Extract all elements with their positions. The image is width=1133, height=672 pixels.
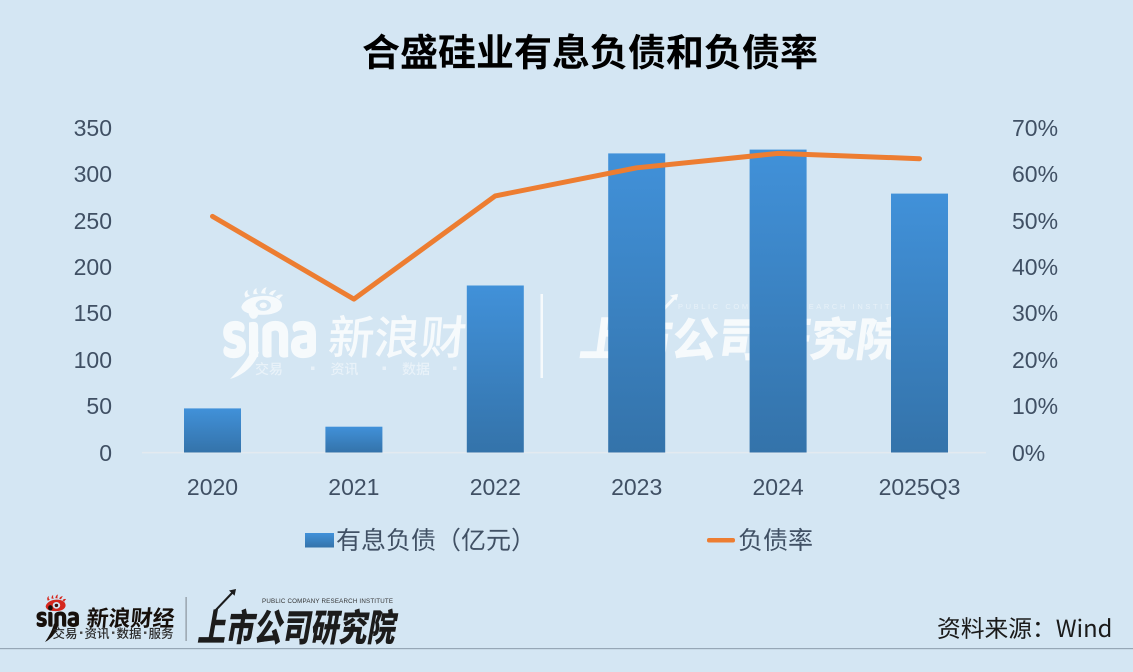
svg-text:PUBLIC COMPANY RESEARCH INSTIT: PUBLIC COMPANY RESEARCH INSTITUTE (262, 598, 393, 605)
